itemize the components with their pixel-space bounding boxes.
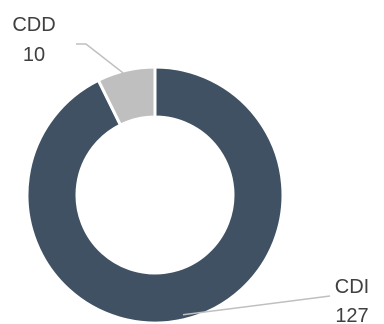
leader-lines	[76, 43, 331, 316]
slice-cdd	[96, 65, 157, 128]
slice-label-cdi: CDI 127	[335, 276, 369, 324]
leader-line-cdi	[182, 295, 331, 316]
slice-cdi	[25, 65, 285, 324]
slice-label-cdi-value: 127	[335, 305, 368, 324]
slice-label-cdd: CDD 10	[12, 14, 55, 66]
slice-label-cdd-name: CDD	[12, 14, 55, 36]
slice-label-cdi-name: CDI	[335, 276, 369, 298]
slice-label-cdd-value: 10	[23, 44, 45, 66]
donut-slices	[25, 65, 285, 324]
leader-line-cdd	[76, 43, 128, 77]
